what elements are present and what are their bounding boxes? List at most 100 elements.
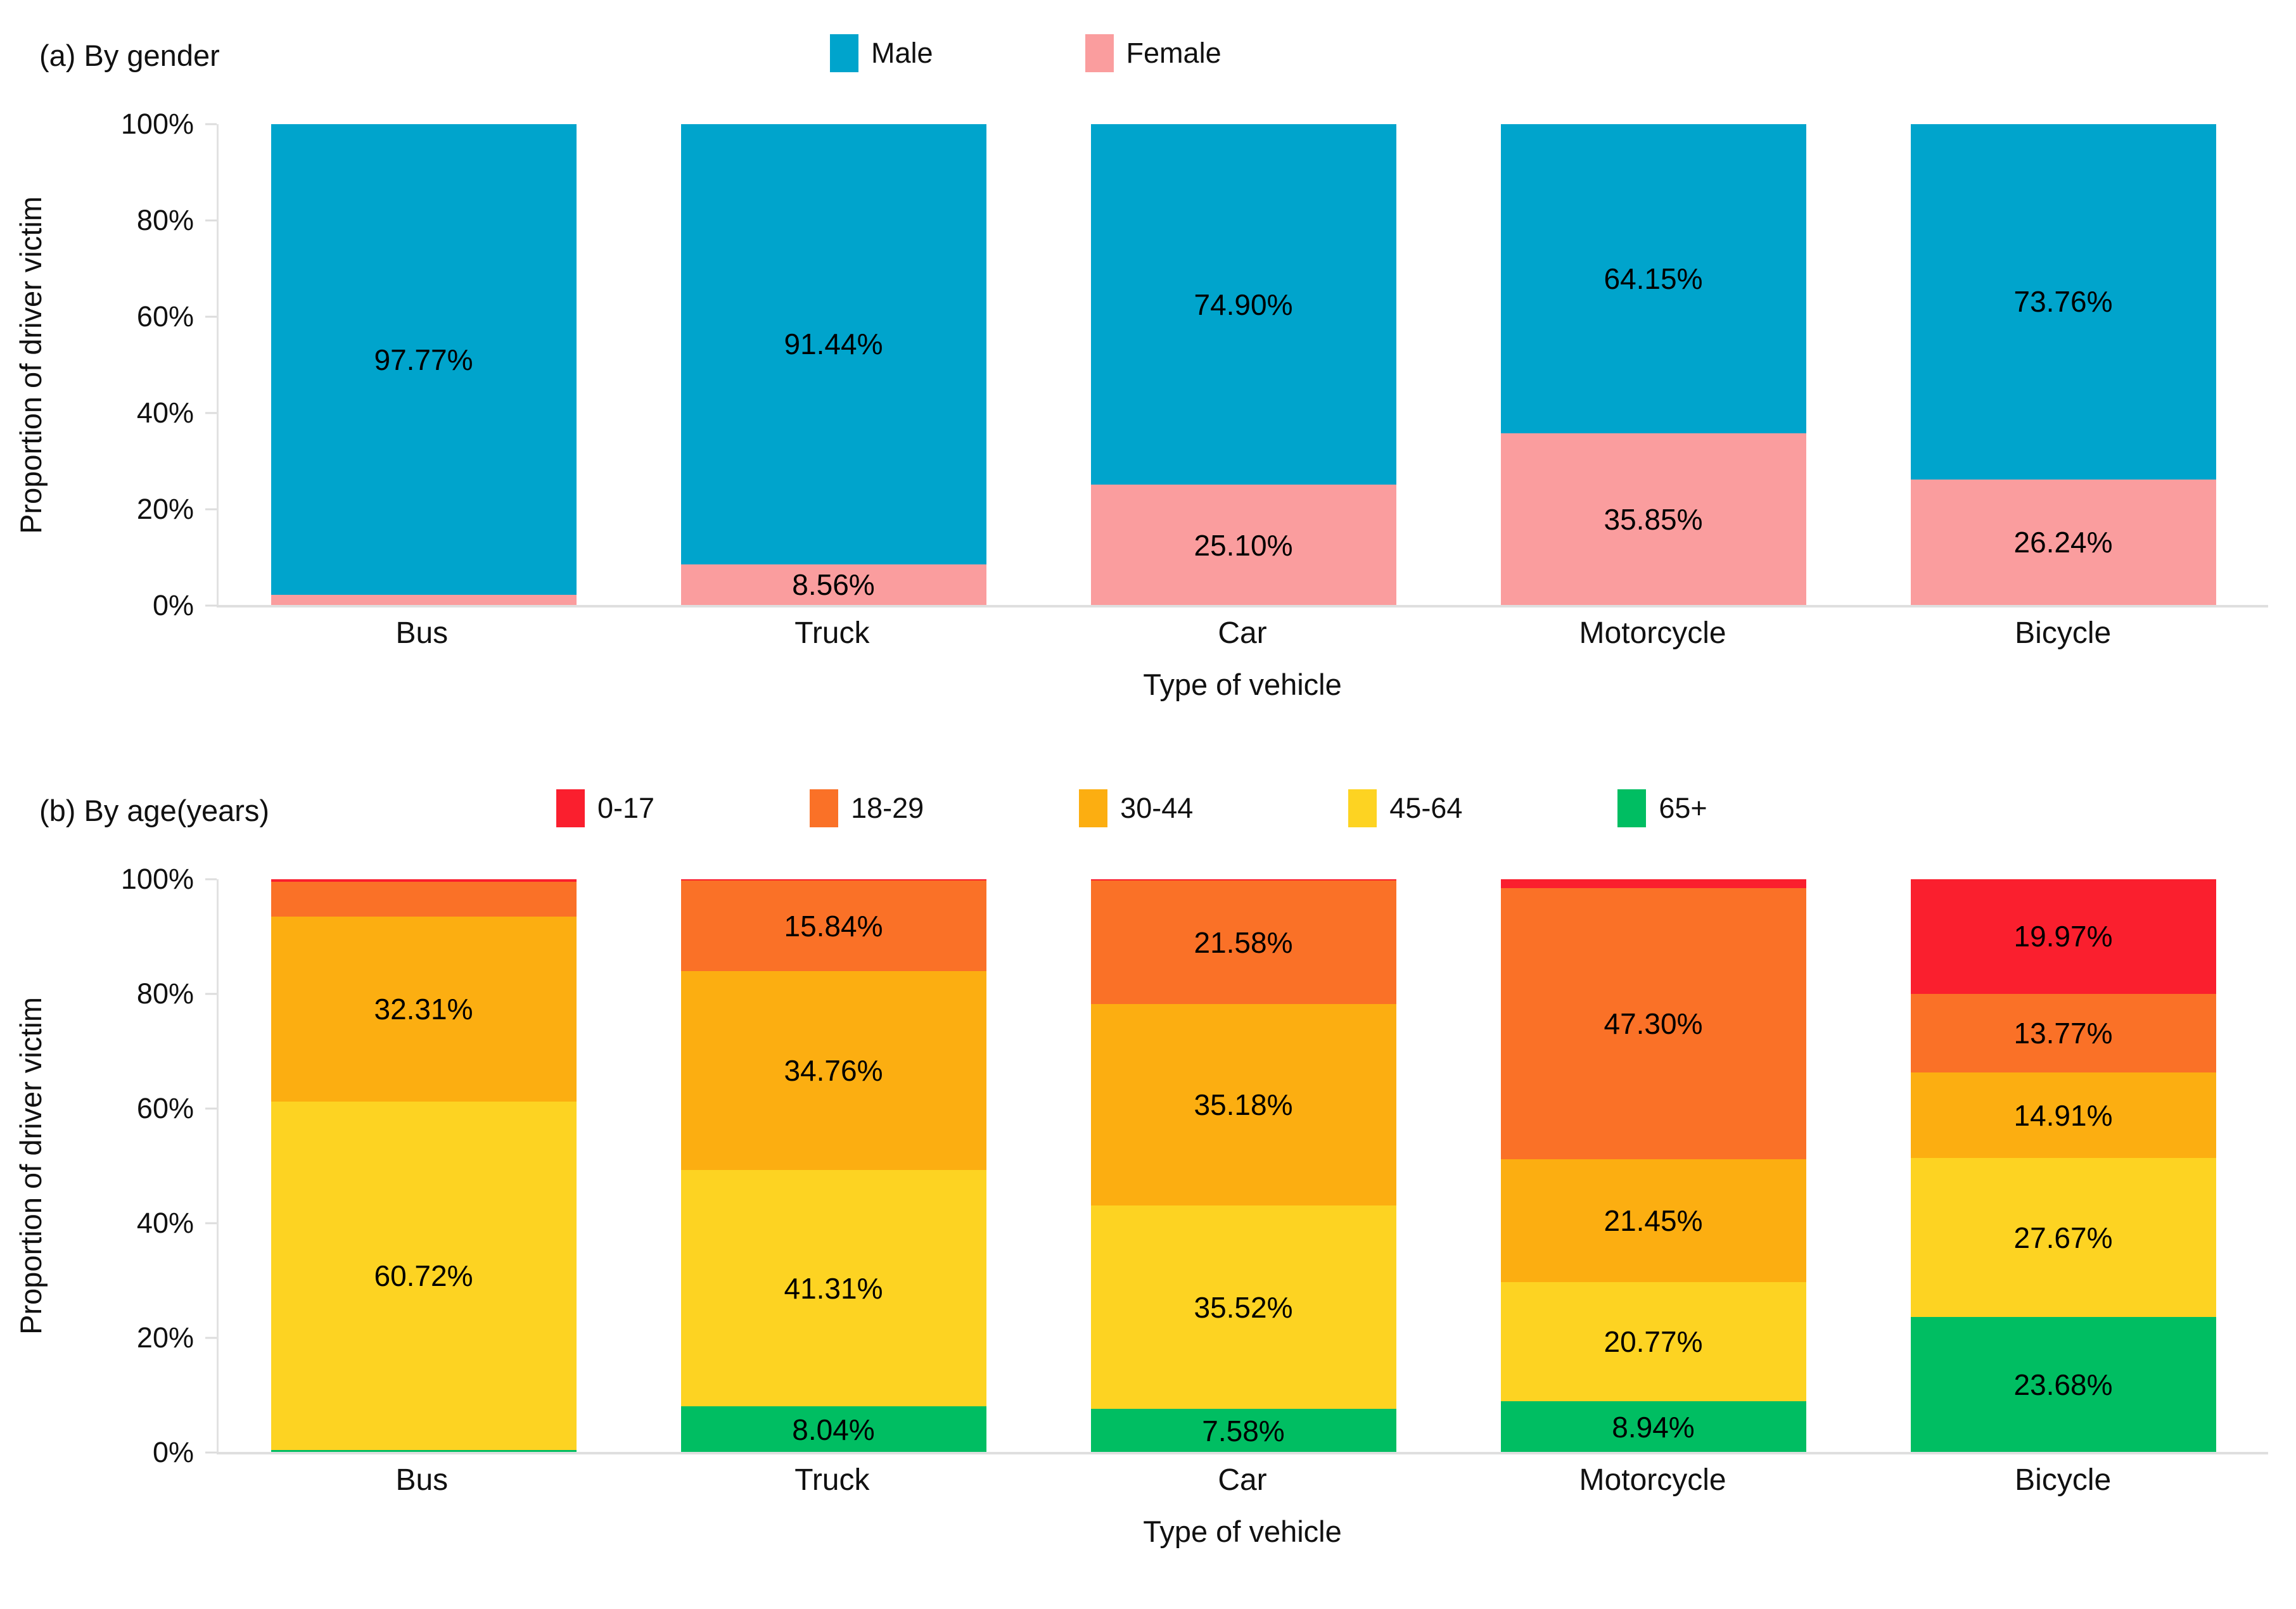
legend-swatch (1079, 789, 1108, 827)
bar-value-label: 21.45% (1604, 1204, 1703, 1238)
legend-label: 65+ (1659, 792, 1707, 824)
bar-column: 47.30% 21.45% 20.77% 8.94% (1448, 879, 1858, 1453)
chart-header: (b) By age(years) 0-17 18-29 30-44 45-64 65+ (0, 778, 2296, 879)
bar-segment: 73.76% (1910, 124, 2216, 480)
x-tick-label: Car (1218, 616, 1267, 650)
legend-item: 65+ (1617, 789, 1707, 827)
legend-label: Male (871, 37, 933, 69)
bar-segment: 7.58% (1090, 1409, 1396, 1453)
y-axis: 0% 20% 40% 60% 80% 100% (61, 108, 217, 621)
bar: 19.97% 13.77% 14.91% 27.67% 23.68% (1910, 879, 2216, 1453)
bar-value-label: 97.77% (374, 343, 473, 376)
bar-value-label: 27.67% (2013, 1221, 2113, 1254)
bar-value-label: 32.31% (374, 993, 473, 1026)
bar-segment: 8.04% (680, 1406, 986, 1453)
bar-value-label: 20.77% (1604, 1325, 1703, 1359)
legend-label: 0-17 (597, 792, 655, 824)
legend-item: Male (830, 34, 933, 72)
y-tick-mark (205, 123, 217, 125)
bar-value-label: 14.91% (2013, 1098, 2113, 1132)
bar-column: 74.90% 25.10% (1038, 124, 1448, 606)
bar-segment: 27.67% (1910, 1158, 2216, 1317)
bar-value-label: 91.44% (784, 328, 883, 361)
chart-panel-gender: (a) By gender Male Female Proportion of d… (0, 23, 2296, 702)
plot-area: 32.31% 60.72% 15.84% 34.76% 41.31% 8.04% 21.58… (217, 879, 2268, 1454)
x-labels: Bus Truck Car Motorcycle Bicycle (217, 1463, 2268, 1498)
bar: 32.31% 60.72% (271, 879, 577, 1453)
y-axis-title-col: Proportion of driver victim (0, 124, 61, 606)
legend-swatch (1085, 34, 1114, 72)
legend-label: 30-44 (1120, 792, 1194, 824)
bar-value-label: 47.30% (1604, 1007, 1703, 1040)
bar: 64.15% 35.85% (1500, 124, 1806, 606)
x-tick-label: Motorcycle (1579, 1463, 1726, 1497)
bar-value-label: 8.04% (792, 1413, 875, 1446)
bar-column: 91.44% 8.56% (628, 124, 1038, 606)
y-tick-mark (205, 1107, 217, 1110)
bar: 74.90% 25.10% (1090, 124, 1396, 606)
bar-value-label: 35.85% (1604, 502, 1703, 536)
y-tick-label: 40% (136, 397, 194, 429)
bar-column: 19.97% 13.77% 14.91% 27.67% 23.68% (1858, 879, 2268, 1453)
y-axis-title: Proportion of driver victim (13, 196, 48, 534)
bar-segment: 13.77% (1910, 993, 2216, 1073)
chart-title: (b) By age(years) (39, 794, 270, 827)
x-axis-title: Type of vehicle (1143, 668, 1342, 701)
bar: 73.76% 26.24% (1910, 124, 2216, 606)
x-tick-label: Bus (395, 1463, 449, 1497)
x-axis-title: Type of vehicle (1143, 1515, 1342, 1548)
x-tick-label: Bicycle (2015, 616, 2112, 650)
bar-segment: 47.30% (1500, 887, 1806, 1160)
y-tick-mark (205, 1451, 217, 1454)
bar-value-label: 41.31% (784, 1271, 883, 1305)
bar-segment: 8.94% (1500, 1401, 1806, 1453)
y-tick-label: 60% (136, 1092, 194, 1124)
bar-segment (271, 881, 577, 917)
chart-title: (a) By gender (39, 39, 220, 72)
x-axis-line (217, 1452, 2268, 1454)
page-root: { "page": { "background": "#FFFFFF" }, "… (0, 23, 2296, 1609)
chart-panel-age: (b) By age(years) 0-17 18-29 30-44 45-64 65+… (0, 778, 2296, 1549)
x-tick-label: Bus (395, 616, 449, 650)
y-axis-title: Proportion of driver victim (13, 997, 48, 1335)
y-tick-mark (205, 604, 217, 607)
legend: 0-17 18-29 30-44 45-64 65+ (556, 789, 1707, 827)
y-tick-label: 80% (136, 977, 194, 1010)
bar-value-label: 19.97% (2013, 920, 2113, 953)
bar: 47.30% 21.45% 20.77% 8.94% (1500, 879, 1806, 1453)
y-tick-mark (205, 219, 217, 222)
bar-segment: 8.56% (680, 564, 986, 606)
bar-value-label: 25.10% (1194, 528, 1293, 562)
bar: 91.44% 8.56% (680, 124, 986, 606)
plot-area: 97.77% 91.44% 8.56% 74.90% 25.10% 64.15% 35.85… (217, 124, 2268, 607)
legend-swatch (1617, 789, 1647, 827)
y-tick-label: 100% (120, 108, 194, 140)
bar-value-label: 60.72% (374, 1259, 473, 1292)
bar-column: 64.15% 35.85% (1448, 124, 1858, 606)
bar: 97.77% (271, 124, 577, 606)
bar-segment: 35.18% (1090, 1004, 1396, 1206)
legend-label: Female (1126, 37, 1221, 69)
y-tick-mark (205, 412, 217, 414)
bar-segment: 97.77% (271, 124, 577, 595)
y-tick-mark (205, 993, 217, 995)
legend-item: 30-44 (1079, 789, 1193, 827)
bar-segment: 20.77% (1500, 1282, 1806, 1402)
bar-segment: 34.76% (680, 971, 986, 1171)
y-tick-mark (205, 1337, 217, 1339)
bar-column: 73.76% 26.24% (1858, 124, 2268, 606)
y-tick-label: 20% (136, 1321, 194, 1354)
bar-value-label: 74.90% (1194, 288, 1293, 321)
bar-value-label: 34.76% (784, 1054, 883, 1088)
y-tick-mark (205, 878, 217, 881)
y-tick-label: 0% (152, 589, 194, 621)
y-tick-label: 0% (152, 1436, 194, 1468)
x-tick-label: Truck (794, 1463, 870, 1497)
bar-value-label: 26.24% (2013, 526, 2113, 559)
bar-segment (1500, 879, 1806, 888)
bar-column: 15.84% 34.76% 41.31% 8.04% (628, 879, 1038, 1453)
bar-segment: 21.58% (1090, 880, 1396, 1005)
bar-value-label: 13.77% (2013, 1017, 2113, 1050)
bar-segment: 26.24% (1910, 479, 2216, 606)
x-labels: Bus Truck Car Motorcycle Bicycle (217, 616, 2268, 651)
